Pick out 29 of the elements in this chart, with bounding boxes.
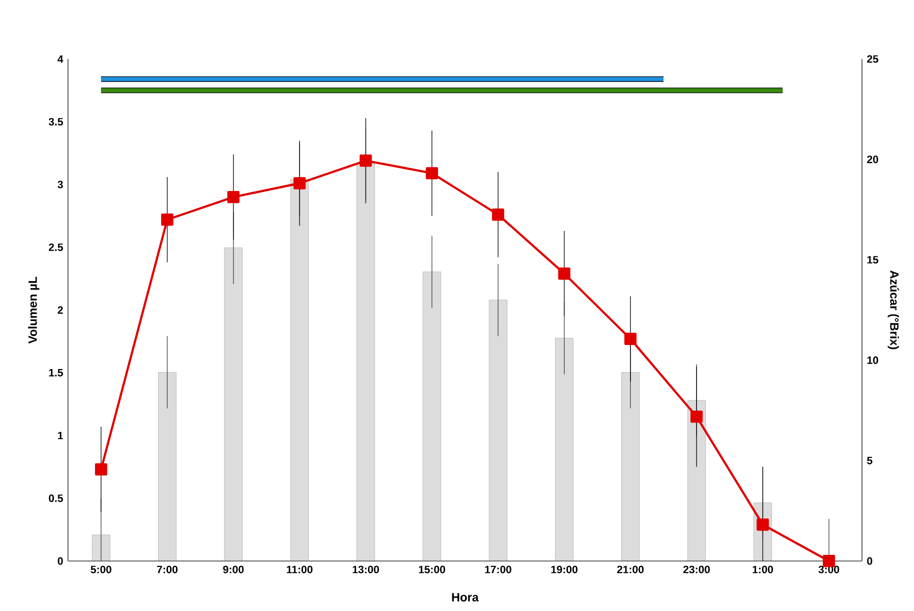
x-tick-label: 17:00 (485, 566, 512, 574)
x-tick-label: 21:00 (617, 566, 644, 574)
y2-tick-label: 0 (867, 557, 872, 565)
y-tick-label: 1.5 (49, 369, 63, 376)
y2-tick-label: 5 (867, 456, 872, 464)
y2-tick-label: 15 (867, 256, 878, 264)
y-tick-label: 2.5 (48, 243, 63, 252)
y2-tick-label: 25 (867, 55, 878, 63)
y-tick-label: 1 (58, 432, 63, 440)
x-tick-label: 7:00 (157, 566, 178, 574)
y-axis-title: Volumen µL (28, 276, 40, 344)
x-tick-label: 19:00 (551, 566, 578, 574)
y-tick-label: 4 (58, 55, 64, 63)
x-tick-label: 23:00 (683, 566, 710, 574)
x-tick-label: 11:00 (286, 566, 312, 574)
x-axis-title: Hora (452, 593, 479, 602)
y2-axis-title: Azúcar (°Brix) (888, 270, 900, 350)
y-tick-label: 3 (58, 180, 63, 188)
y-tick-label: 3.5 (48, 118, 63, 126)
x-tick-label: 13:00 (352, 566, 379, 574)
x-tick-label: 1:00 (752, 566, 773, 574)
y-tick-label: 0 (58, 557, 63, 565)
y-tick-label: 2 (58, 306, 63, 314)
x-tick-label: 15:00 (418, 566, 446, 574)
y2-tick-label: 10 (867, 356, 878, 364)
x-tick-label: 5:00 (90, 566, 112, 574)
y-tick-label: 0.5 (48, 494, 63, 502)
x-tick-label: 9:00 (223, 566, 244, 574)
y2-tick-label: 20 (867, 156, 878, 164)
